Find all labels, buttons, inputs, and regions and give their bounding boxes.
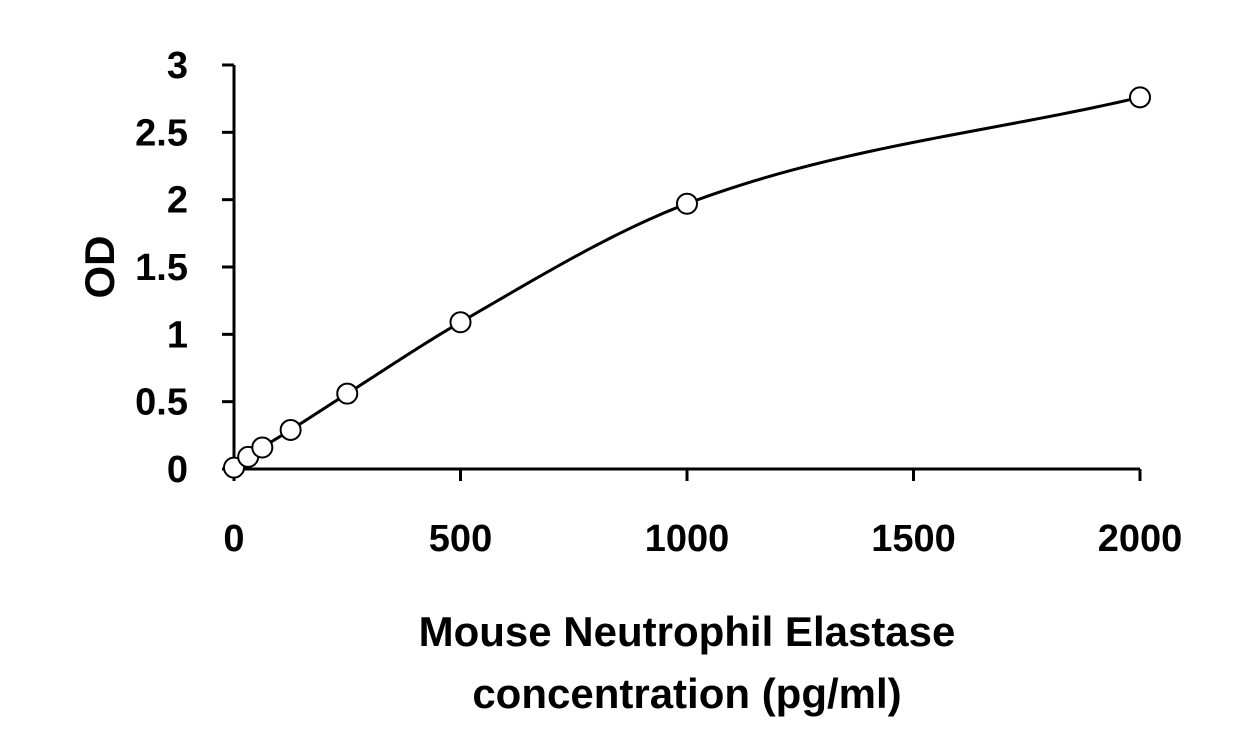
y-axis-title: OD bbox=[76, 236, 123, 299]
x-axis-title-line-2: concentration (pg/ml) bbox=[472, 670, 901, 717]
data-point bbox=[336, 382, 359, 405]
y-tick-label: 1 bbox=[167, 314, 188, 356]
y-tick-label: 0.5 bbox=[135, 382, 188, 424]
x-tick-label: 500 bbox=[429, 518, 492, 560]
tick-labels: 0 0.5 1 1.5 2 2.5 3 0 500 1000 1500 2000 bbox=[135, 45, 1182, 560]
y-tick-label: 2 bbox=[167, 180, 188, 222]
data-point bbox=[251, 436, 274, 459]
axis-titles: OD Mouse Neutrophil Elastase concentrati… bbox=[76, 236, 955, 718]
fit-curve-layer bbox=[233, 95, 1141, 469]
fit-curve bbox=[233, 95, 1141, 469]
data-point bbox=[676, 192, 698, 215]
y-tick-label: 3 bbox=[167, 45, 188, 87]
data-point bbox=[279, 418, 302, 441]
y-tick-label: 1.5 bbox=[135, 247, 188, 289]
x-tick-label: 2000 bbox=[1098, 518, 1183, 560]
data-points-layer bbox=[223, 86, 1151, 479]
x-tick-label: 1000 bbox=[645, 518, 730, 560]
tick-marks bbox=[222, 63, 1142, 481]
x-tick-label: 0 bbox=[223, 518, 244, 560]
data-point bbox=[1129, 86, 1151, 109]
y-tick-label: 0 bbox=[167, 449, 188, 491]
y-tick-label: 2.5 bbox=[135, 112, 188, 154]
data-point bbox=[449, 311, 472, 334]
x-axis-title-line-1: Mouse Neutrophil Elastase bbox=[419, 608, 956, 655]
x-tick-label: 1500 bbox=[871, 518, 956, 560]
